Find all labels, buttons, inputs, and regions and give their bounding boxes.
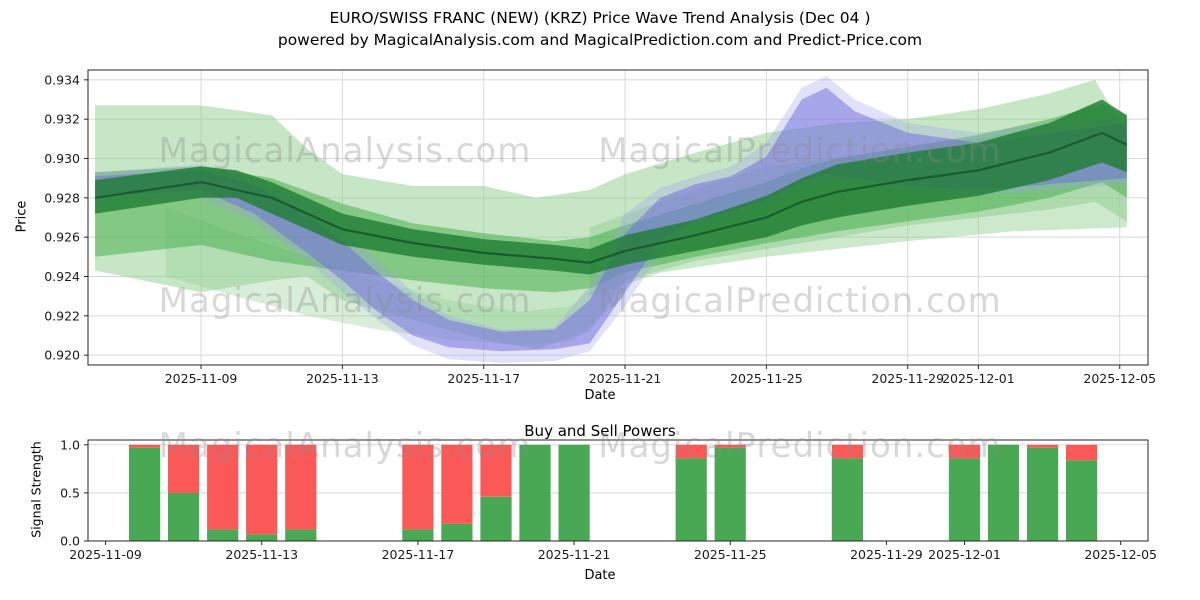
sell-bar — [1066, 444, 1098, 461]
signal-xtick-label: 2025-11-09 — [69, 547, 142, 562]
figure-title: EURO/SWISS FRANC (NEW) (KRZ) Price Wave … — [329, 9, 871, 27]
signal-x-axis-label: Date — [584, 568, 616, 583]
buy-bar — [285, 529, 317, 541]
signal-xtick-label: 2025-11-17 — [382, 547, 455, 562]
price-y-axis-label: Price — [14, 200, 30, 233]
buy-bar — [519, 444, 551, 541]
sell-bar — [714, 444, 746, 448]
buy-bar — [1066, 460, 1098, 541]
buy-bar — [402, 529, 434, 541]
sell-bar — [129, 444, 161, 448]
price-ytick-label: 0.932 — [44, 112, 80, 127]
sell-bar — [1027, 444, 1059, 448]
buy-bar — [714, 447, 746, 541]
price-xtick-label: 2025-11-09 — [165, 371, 238, 386]
buy-bar — [129, 447, 161, 541]
buy-bar — [675, 458, 707, 541]
price-ytick-label: 0.922 — [44, 308, 80, 323]
price-xtick-label: 2025-12-05 — [1083, 371, 1156, 386]
sell-bar — [246, 444, 278, 535]
signal-chart-title: Buy and Sell Powers — [524, 422, 676, 440]
price-band-light-green-left-wedge — [165, 207, 626, 346]
buy-bar — [831, 458, 863, 541]
sell-bar — [948, 444, 981, 459]
buy-bar — [948, 458, 981, 541]
signal-xtick-label: 2025-11-21 — [538, 547, 611, 562]
price-xtick-label: 2025-12-01 — [942, 371, 1015, 386]
signal-xtick-label: 2025-12-05 — [1084, 547, 1157, 562]
price-plot-border — [87, 69, 1149, 366]
signal-ytick-label: 1.0 — [60, 437, 80, 452]
signal-y-axis-label: Signal Strength — [28, 441, 44, 538]
price-band-blue — [95, 87, 1127, 352]
price-median-line — [94, 131, 1128, 264]
buy-bar — [168, 492, 200, 541]
buy-bar — [441, 523, 473, 541]
sell-bar — [285, 444, 317, 530]
signal-xtick-label: 2025-11-25 — [694, 547, 767, 562]
price-ytick-label: 0.930 — [44, 151, 80, 166]
signal-ytick-label: 0.0 — [60, 534, 80, 549]
price-xtick-label: 2025-11-25 — [730, 371, 803, 386]
price-ytick-label: 0.924 — [44, 269, 80, 284]
signal-xtick-label: 2025-11-13 — [225, 547, 298, 562]
price-ytick-label: 0.920 — [44, 348, 80, 363]
sell-bar — [402, 444, 434, 530]
buy-bar — [480, 496, 512, 541]
signal-plot-border — [87, 439, 1149, 542]
price-xtick-label: 2025-11-21 — [589, 371, 662, 386]
buy-bar — [558, 444, 590, 541]
price-xtick-label: 2025-11-17 — [447, 371, 520, 386]
price-xtick-label: 2025-11-13 — [306, 371, 379, 386]
sell-bar — [675, 444, 707, 459]
signal-xtick-label: 2025-11-29 — [850, 547, 923, 562]
price-ytick-label: 0.928 — [44, 190, 80, 205]
price-ytick-label: 0.934 — [44, 72, 80, 87]
buy-bar — [246, 534, 278, 541]
price-x-axis-label: Date — [584, 388, 616, 403]
figure-subtitle: powered by MagicalAnalysis.com and Magic… — [277, 31, 923, 49]
sell-bar — [441, 444, 473, 524]
price-xtick-label: 2025-11-29 — [871, 371, 944, 386]
sell-bar — [480, 444, 512, 497]
buy-sell-bars — [129, 444, 1098, 541]
sell-bar — [207, 444, 239, 530]
signal-ytick-label: 0.5 — [60, 485, 80, 500]
signal-xtick-label: 2025-12-01 — [928, 547, 1001, 562]
sell-bar — [831, 444, 863, 459]
sell-bar — [168, 444, 200, 493]
buy-bar — [987, 444, 1020, 541]
price-ytick-label: 0.926 — [44, 230, 80, 245]
buy-bar — [207, 529, 239, 541]
buy-bar — [1027, 447, 1059, 541]
